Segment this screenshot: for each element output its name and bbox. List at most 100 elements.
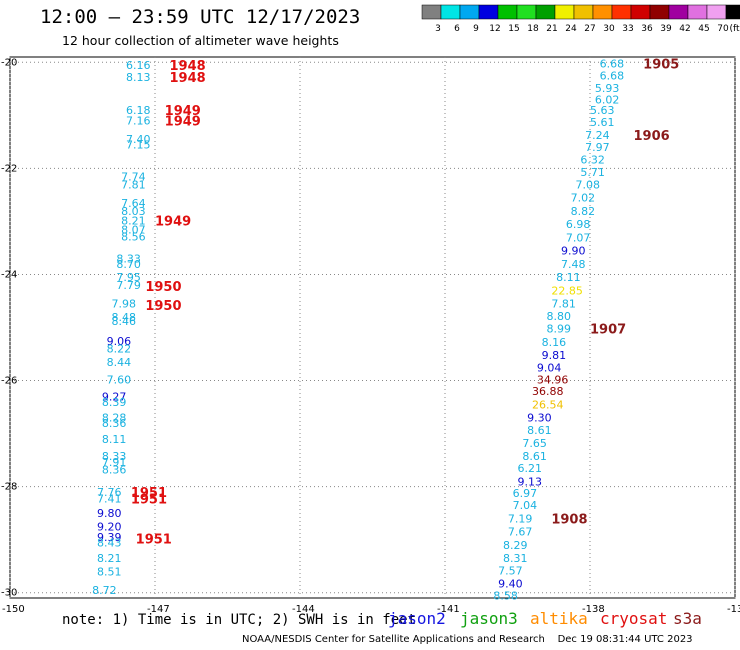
wave-height-value: 22.85	[551, 284, 583, 297]
colorbar-label: 24	[565, 24, 577, 34]
wave-height-value: 7.79	[116, 279, 141, 292]
wave-height-value: 9.30	[527, 412, 552, 425]
wave-height-value: 7.07	[566, 231, 591, 244]
y-tick-label: -20	[1, 57, 17, 68]
wave-height-value: 8.36	[102, 464, 127, 477]
wave-height-value: 8.21	[97, 552, 122, 565]
colorbar-swatch	[630, 4, 651, 20]
wave-height-value: 8.82	[571, 205, 596, 218]
wave-height-value: 8.80	[547, 310, 572, 323]
wave-height-value: 34.96	[537, 373, 569, 386]
legend-s3a: s3a	[673, 609, 702, 628]
wave-height-value: 9.39	[97, 531, 122, 544]
wave-height-value: 8.16	[542, 336, 567, 349]
wave-height-value: 9.40	[498, 578, 522, 591]
wave-height-value: 8.51	[97, 565, 122, 578]
colorbar-unit: (ft)	[729, 24, 740, 34]
wave-height-value: 8.11	[556, 271, 581, 284]
wave-height-value: 5.61	[590, 116, 615, 129]
wave-height-value: 7.08	[576, 178, 601, 191]
wave-height-value: 6.98	[566, 218, 591, 231]
wave-height-value: 8.46	[112, 315, 137, 328]
colorbar-label: 3	[435, 24, 441, 34]
wave-height-value: 7.19	[508, 512, 533, 525]
wave-height-value: 5.93	[595, 82, 620, 95]
wave-height-value: 8.03	[121, 205, 145, 218]
wave-height-value: 8.33	[116, 253, 141, 266]
wave-height-value: 9.20	[97, 520, 122, 533]
wave-height-value: 7.64	[121, 197, 145, 210]
colorbar-label: 15	[508, 24, 519, 34]
colorbar-swatch	[592, 4, 613, 20]
wave-height-value: 8.07	[121, 223, 145, 236]
wave-height-value: 9.13	[518, 475, 543, 488]
y-tick-label: -26	[1, 376, 17, 387]
time-label: 1948	[170, 71, 206, 86]
wave-height-value: 8.13	[126, 71, 151, 84]
colorbar-label: 12	[489, 24, 500, 34]
colorbar-swatch	[516, 4, 537, 20]
colorbar-swatch	[649, 4, 670, 20]
wave-height-value: 6.68	[600, 70, 625, 83]
wave-height-value: 6.32	[580, 153, 605, 166]
colorbar-swatch	[611, 4, 632, 20]
wave-height-value: 7.81	[121, 178, 145, 191]
wave-height-value: 8.21	[121, 214, 145, 227]
wave-height-value: 6.02	[595, 93, 620, 106]
time-label: 1905	[643, 57, 679, 72]
colorbar-swatch	[573, 4, 594, 20]
wave-height-value: 8.11	[102, 433, 127, 446]
time-label: 1950	[145, 280, 181, 295]
time-label: 1951	[131, 492, 167, 507]
x-tick-label: -13	[727, 604, 740, 615]
wave-height-value: 8.44	[107, 356, 131, 369]
wave-height-value: 7.40	[126, 133, 151, 146]
colorbar-label: 18	[527, 24, 539, 34]
wave-height-value: 7.60	[107, 373, 131, 386]
time-label: 1949	[155, 214, 191, 229]
wave-height-value: 5.71	[580, 166, 605, 179]
time-label: 1951	[136, 533, 172, 548]
wave-height-value: 8.29	[503, 539, 528, 552]
footer-note: note: 1) Time is in UTC; 2) SWH is in fe…	[62, 612, 417, 628]
wave-height-value: 6.21	[518, 462, 543, 475]
colorbar-label: 70	[717, 24, 729, 34]
colorbar-label: 9	[473, 24, 479, 34]
time-label: 1949	[165, 115, 201, 130]
wave-height-value: 8.48	[112, 311, 137, 324]
time-label: 1951	[131, 486, 167, 501]
time-label: 1907	[590, 323, 626, 338]
footer-credit: NOAA/NESDIS Center for Satellite Applica…	[242, 634, 693, 645]
wave-height-value: 9.27	[102, 390, 127, 403]
wave-height-value: 8.99	[547, 323, 572, 336]
wave-height-value: 7.91	[102, 456, 127, 469]
x-tick-label: -144	[292, 604, 315, 615]
wave-height-value: 7.98	[112, 298, 137, 311]
colorbar-swatch	[440, 4, 461, 20]
plot-frame	[9, 56, 736, 599]
colorbar-label: 39	[660, 24, 672, 34]
legend-jason2: jason2	[388, 609, 446, 628]
legend-altika: altika	[530, 609, 588, 628]
wave-height-value: 8.39	[102, 396, 127, 409]
wave-height-value: 8.61	[527, 424, 552, 437]
time-label: 1949	[165, 104, 201, 119]
wave-height-value: 9.04	[537, 361, 562, 374]
wave-height-value: 5.63	[590, 104, 615, 117]
wave-height-value: 8.58	[493, 589, 518, 602]
y-tick-label: -30	[1, 588, 17, 599]
wave-height-value: 7.16	[126, 115, 151, 128]
wave-height-value: 6.97	[513, 487, 538, 500]
wave-height-value: 8.72	[92, 584, 117, 597]
legend-jason3: jason3	[460, 609, 518, 628]
x-tick-label: -147	[147, 604, 170, 615]
chart-subtitle: 12 hour collection of altimeter wave hei…	[62, 33, 339, 48]
time-label: 1906	[634, 129, 670, 144]
colorbar-swatch	[687, 4, 708, 20]
wave-height-value: 8.22	[107, 343, 131, 356]
wave-height-value: 7.65	[522, 437, 547, 450]
colorbar-label: 30	[603, 24, 615, 34]
colorbar-label: 27	[584, 24, 595, 34]
colorbar-swatch	[668, 4, 689, 20]
